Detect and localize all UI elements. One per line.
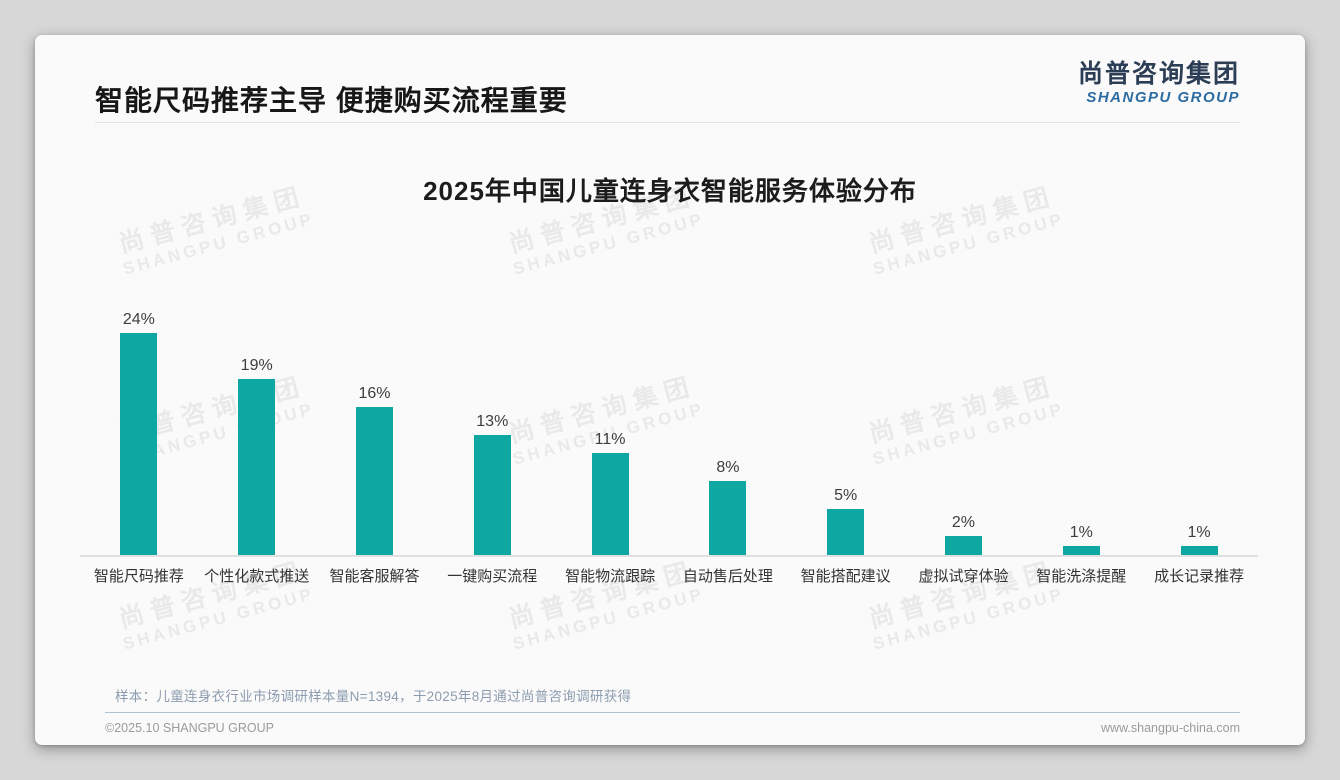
category-label: 成长记录推荐	[1154, 568, 1245, 585]
bar	[827, 509, 865, 555]
x-axis-line	[80, 555, 1258, 557]
bar	[473, 435, 511, 555]
category-label: 个性化款式推送	[204, 568, 310, 585]
bar-column: 8%	[669, 305, 787, 555]
chart-title: 2025年中国儿童连身衣智能服务体验分布	[423, 176, 917, 206]
category-label: 自动售后处理	[682, 568, 773, 585]
bar-value-label: 1%	[1069, 524, 1093, 541]
bar	[120, 333, 158, 555]
bar-value-label: 16%	[358, 385, 391, 402]
bar-value-label: 8%	[716, 459, 740, 476]
slide-content: 智能尺码推荐主导 便捷购买流程重要 尚普咨询集团 SHANGPU GROUP 2…	[35, 35, 1305, 745]
copyright-text: ©2025.10 SHANGPU GROUP	[105, 721, 274, 735]
bar	[1062, 546, 1100, 555]
bar	[709, 481, 747, 555]
header-divider	[95, 122, 1240, 123]
category-label: 一键购买流程	[447, 568, 538, 585]
bar-column: 5%	[787, 305, 905, 555]
website-url: www.shangpu-china.com	[1101, 721, 1240, 735]
footer-divider	[105, 712, 1240, 713]
bar	[238, 379, 276, 555]
bar	[1180, 546, 1218, 555]
bar-value-label: 2%	[951, 514, 976, 531]
sample-note: 样本：儿童连身衣行业市场调研样本量N=1394，于2025年8月通过尚普咨询调研…	[115, 689, 632, 704]
logo-english-text: SHANGPU GROUP	[1086, 89, 1240, 106]
category-label: 智能搭配建议	[800, 568, 891, 585]
bar-value-label: 1%	[1187, 524, 1211, 541]
bar	[355, 407, 393, 555]
bar-column: 16%	[316, 305, 434, 555]
bar	[591, 453, 629, 555]
bar	[944, 536, 982, 555]
bar-chart-plot-area: 24% 19% 16% 13% 11% 8% 5% 2% 1% 1%	[80, 305, 1258, 555]
bar-column: 2%	[905, 305, 1023, 555]
bar-value-label: 24%	[122, 311, 155, 328]
bar-value-label: 11%	[594, 431, 626, 448]
bar-value-label: 13%	[476, 413, 509, 430]
bar-column: 19%	[198, 305, 316, 555]
category-label: 虚拟试穿体验	[918, 568, 1009, 585]
bar-column: 24%	[80, 305, 198, 555]
category-label: 智能尺码推荐	[93, 568, 184, 585]
category-label: 智能客服解答	[329, 568, 420, 585]
bar-value-label: 5%	[834, 487, 858, 504]
page-title: 智能尺码推荐主导 便捷购买流程重要	[95, 85, 568, 116]
bar-value-label: 19%	[240, 357, 273, 374]
x-axis-category-labels: 智能尺码推荐 个性化款式推送 智能客服解答 一键购买流程 智能物流跟踪 自动售后处理 智能搭…	[80, 565, 1258, 586]
category-label: 智能物流跟踪	[565, 568, 656, 585]
bar-column: 1%	[1140, 305, 1258, 555]
category-label: 智能洗涤提醒	[1036, 568, 1127, 585]
bar-column: 1%	[1022, 305, 1140, 555]
logo-chinese-text: 尚普咨询集团	[1077, 60, 1240, 88]
slide-card: 尚普咨询集团 SHANGPU GROUP 尚普咨询集团 SHANGPU GROUP 尚普…	[35, 35, 1305, 745]
company-logo: 尚普咨询集团 SHANGPU GROUP	[1078, 59, 1240, 107]
bar-column: 13%	[433, 305, 551, 555]
bar-column: 11%	[551, 305, 669, 555]
